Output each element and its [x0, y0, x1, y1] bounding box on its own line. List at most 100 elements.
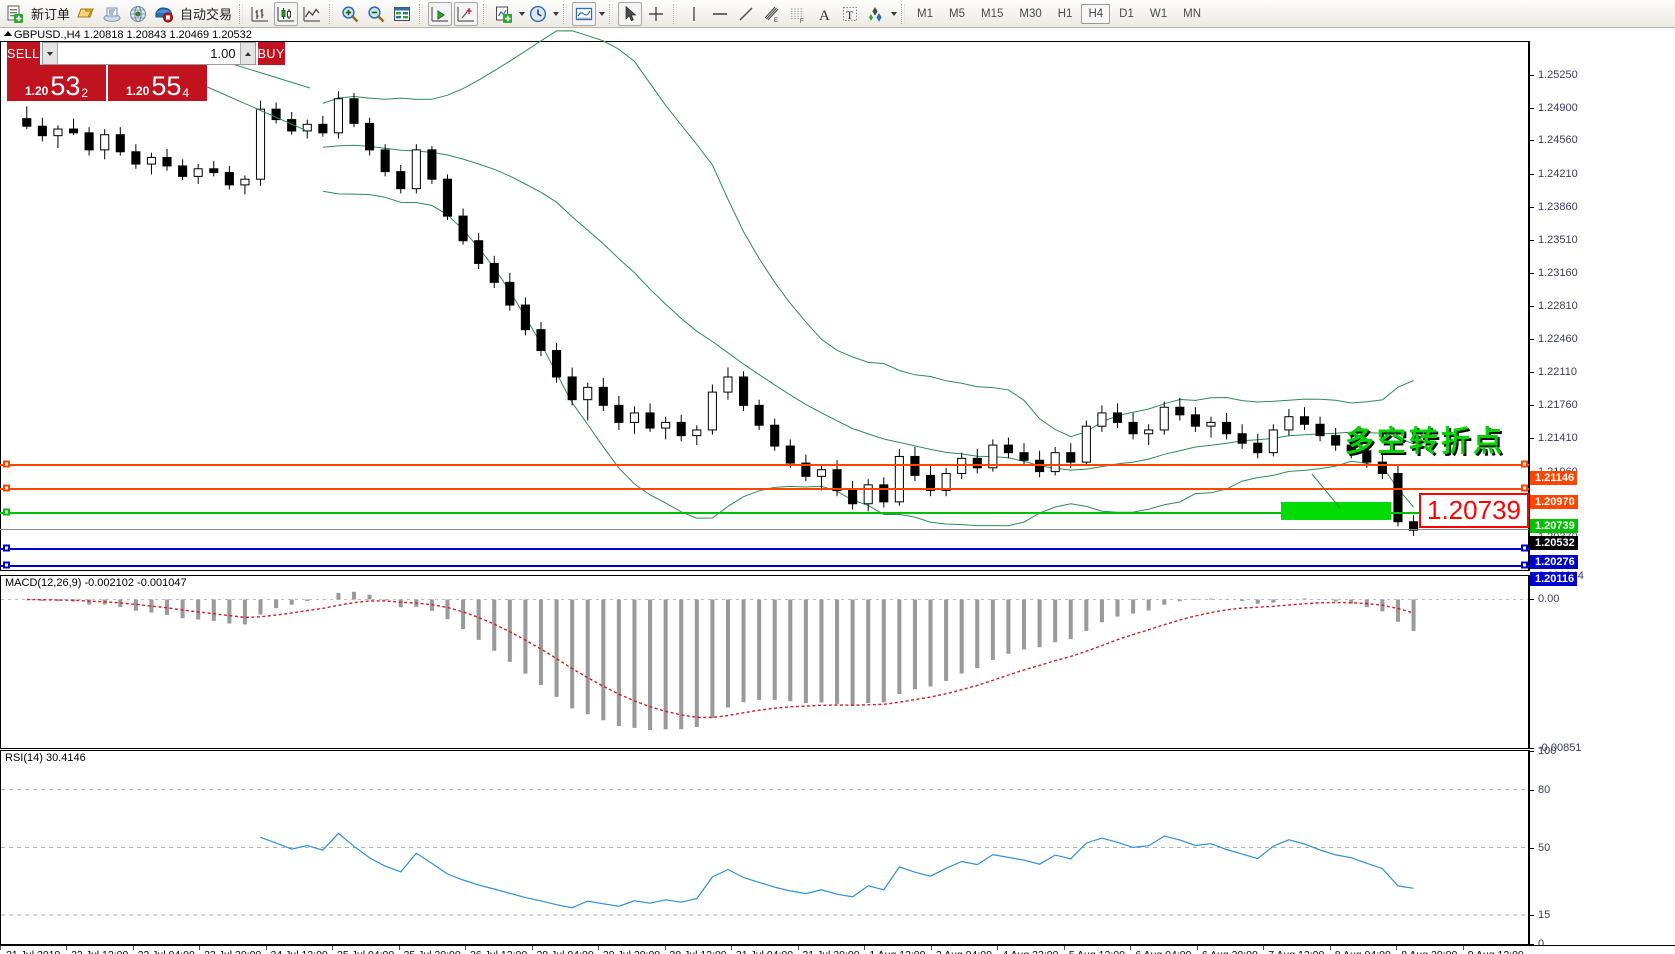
timeframe-w1[interactable]: W1 — [1149, 7, 1168, 20]
objects-dropdown-arrow[interactable] — [891, 11, 898, 16]
text-label-button[interactable]: T — [838, 2, 862, 26]
price-tag-1.20276[interactable]: 1.20276 — [1530, 555, 1578, 569]
line-handle-right[interactable] — [1521, 460, 1528, 468]
time-tick — [1462, 946, 1464, 950]
objects-button[interactable] — [864, 2, 888, 26]
cursor-button[interactable] — [618, 1, 643, 26]
candle — [894, 448, 904, 506]
rsi-scale[interactable]: 100 80 50 15 0 — [1529, 745, 1675, 950]
chart-container[interactable]: GBPUSD.,H4 1.20818 1.20843 1.20469 1.205… — [0, 28, 1675, 954]
macd-scale[interactable]: 0.0013440.00-0.00851 — [1529, 570, 1675, 754]
price-tag-1.20739[interactable]: 1.20739 — [1530, 519, 1578, 533]
timeframe-m1[interactable]: M1 — [917, 7, 934, 20]
time-tick — [664, 946, 666, 950]
price-pane[interactable] — [0, 41, 1529, 571]
equidistant-channel-button[interactable]: E — [760, 2, 784, 26]
data-window-button[interactable] — [390, 2, 414, 26]
timeframe-m5[interactable]: M5 — [949, 7, 965, 20]
line-handle-right[interactable] — [1521, 484, 1528, 492]
candle — [1362, 441, 1372, 468]
globe-button[interactable] — [126, 2, 150, 26]
new-order-button[interactable] — [3, 2, 27, 26]
candle — [863, 479, 873, 512]
time-tick — [332, 946, 334, 950]
line-handle-left[interactable] — [3, 460, 10, 468]
timeframe-m30[interactable]: M30 — [1019, 7, 1042, 20]
price-tick: 1.25250 — [1530, 69, 1578, 81]
auto-scroll-button[interactable] — [454, 1, 479, 26]
zoom-out-button[interactable] — [364, 2, 388, 26]
period-dropdown-arrow[interactable] — [553, 11, 560, 16]
trendline-button[interactable] — [734, 2, 758, 26]
macd-pane[interactable] — [0, 575, 1529, 749]
bollinger-lower-line — [322, 190, 1414, 527]
crosshair-button[interactable] — [644, 2, 668, 26]
candle — [209, 161, 219, 177]
volume-stepper[interactable] — [41, 42, 256, 65]
chevron-down-icon — [46, 51, 53, 56]
timeframe-m15[interactable]: M15 — [981, 7, 1004, 20]
candle — [84, 127, 94, 156]
templates-button[interactable] — [572, 1, 597, 26]
candle — [146, 152, 156, 175]
time-label: 31 Jul 20:00 — [802, 949, 859, 954]
line-handle-right[interactable] — [1521, 561, 1528, 569]
symbol-info: GBPUSD.,H4 1.20818 1.20843 1.20469 1.205… — [4, 29, 252, 41]
sell-price-display[interactable]: 1.20 53 2 — [7, 65, 106, 101]
line-chart-button[interactable] — [300, 2, 324, 26]
vline-button[interactable] — [682, 2, 706, 26]
collapse-arrow-icon[interactable] — [4, 31, 12, 36]
timeframe-h4[interactable]: H4 — [1081, 3, 1111, 24]
sell-button[interactable]: SELL — [7, 42, 41, 65]
candlestick-chart-button[interactable] — [274, 1, 299, 26]
text-button[interactable]: A — [812, 2, 836, 26]
zoom-in-button[interactable] — [338, 2, 362, 26]
candle — [271, 102, 281, 124]
one-click-trading-panel[interactable]: SELL BUY 1.20 53 2 — [7, 42, 285, 101]
rsi-pane[interactable] — [0, 750, 1529, 945]
price-tag-1.21146[interactable]: 1.21146 — [1530, 471, 1578, 485]
period-button[interactable] — [526, 2, 550, 26]
volume-increase-button[interactable] — [239, 43, 255, 64]
line-handle-left[interactable] — [3, 561, 10, 569]
time-label: 1 Aug 12:00 — [869, 949, 925, 954]
timeframe-mn[interactable]: MN — [1183, 7, 1201, 20]
price-scale[interactable]: 1.25250 1.24900 1.24560 1.24210 1.23860 1.235… — [1529, 41, 1675, 571]
chart-shift-icon — [431, 6, 449, 22]
line-handle-left[interactable] — [3, 544, 10, 552]
indicators-button[interactable] — [492, 2, 516, 26]
indicators-dropdown-arrow[interactable] — [519, 11, 526, 16]
templates-dropdown-arrow[interactable] — [599, 11, 606, 16]
autotrade-button[interactable] — [152, 2, 176, 26]
buy-price-display[interactable]: 1.20 55 4 — [108, 65, 207, 101]
timeframe-h1[interactable]: H1 — [1057, 7, 1073, 20]
rsi-tick: 100 — [1530, 745, 1556, 757]
line-handle-left[interactable] — [3, 484, 10, 492]
folder-button[interactable] — [74, 2, 98, 26]
position-marker[interactable] — [1281, 502, 1391, 520]
new-order-label[interactable]: 新订单 — [31, 7, 71, 22]
volume-decrease-button[interactable] — [42, 43, 58, 64]
line-handle-right[interactable] — [1521, 544, 1528, 552]
time-tick — [797, 946, 799, 950]
clock-icon — [529, 5, 547, 22]
line-handle-left[interactable] — [3, 508, 10, 516]
time-label: 23 Jul 20:00 — [204, 949, 261, 954]
fibonacci-button[interactable]: F — [786, 2, 810, 26]
timeframe-d1[interactable]: D1 — [1119, 7, 1134, 20]
oct-top-row: SELL BUY — [7, 42, 285, 65]
rsi-tick: 15 — [1530, 909, 1550, 921]
crosshair-icon — [649, 6, 664, 21]
bar-chart-button[interactable] — [248, 2, 272, 26]
buy-button[interactable]: BUY — [256, 42, 285, 65]
hline-button[interactable] — [708, 2, 732, 26]
price-tag-1.20532[interactable]: 1.20532 — [1530, 536, 1578, 550]
price-tag-1.20116[interactable]: 1.20116 — [1530, 572, 1578, 586]
volume-input[interactable] — [57, 45, 240, 62]
toolbar-separator-3 — [419, 3, 424, 24]
autotrade-label[interactable]: 自动交易 — [180, 7, 233, 22]
price-tag-1.20970[interactable]: 1.20970 — [1530, 495, 1578, 509]
profile-button[interactable] — [100, 2, 124, 26]
time-axis[interactable]: 21 Jul 2019 22 Jul 12:00 23 Jul 04:00 23 Ju… — [0, 945, 1675, 954]
chart-shift-button[interactable] — [428, 1, 453, 26]
